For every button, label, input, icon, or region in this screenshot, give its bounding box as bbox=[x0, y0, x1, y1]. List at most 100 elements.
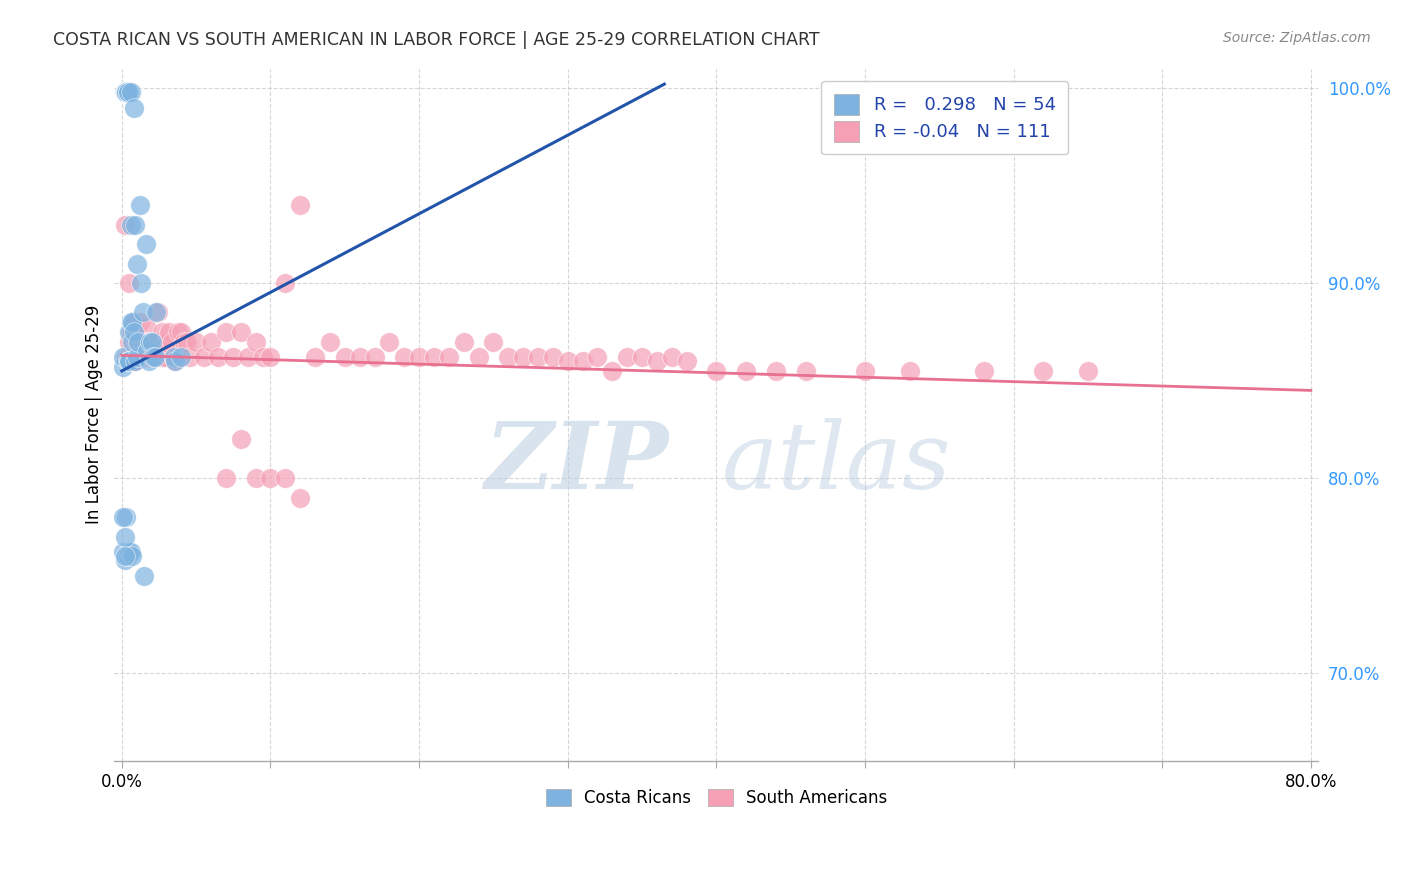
Y-axis label: In Labor Force | Age 25-29: In Labor Force | Age 25-29 bbox=[86, 305, 103, 524]
Point bbox=[600, 364, 623, 378]
Point bbox=[274, 471, 297, 485]
Point bbox=[162, 334, 184, 349]
Point bbox=[378, 334, 401, 349]
Point bbox=[134, 351, 156, 365]
Point bbox=[129, 334, 152, 349]
Point bbox=[114, 530, 136, 544]
Point bbox=[115, 351, 138, 365]
Point bbox=[118, 276, 141, 290]
Point bbox=[125, 257, 148, 271]
Point bbox=[142, 344, 165, 359]
Point bbox=[118, 325, 141, 339]
Point bbox=[122, 325, 145, 339]
Point bbox=[167, 325, 190, 339]
Point bbox=[112, 359, 135, 374]
Point bbox=[136, 344, 159, 359]
Point bbox=[120, 545, 142, 559]
Point bbox=[124, 218, 146, 232]
Point bbox=[148, 334, 170, 349]
Point bbox=[115, 85, 138, 99]
Point bbox=[134, 568, 156, 582]
Point bbox=[114, 549, 136, 564]
Point bbox=[794, 364, 817, 378]
Point bbox=[1032, 364, 1054, 378]
Point bbox=[118, 354, 141, 368]
Point bbox=[128, 198, 150, 212]
Point bbox=[122, 351, 145, 365]
Point bbox=[120, 325, 142, 339]
Point bbox=[115, 549, 138, 564]
Point bbox=[121, 334, 143, 349]
Point bbox=[541, 351, 564, 365]
Point bbox=[333, 351, 356, 365]
Point bbox=[131, 334, 153, 349]
Point bbox=[153, 351, 176, 365]
Point bbox=[482, 334, 505, 349]
Point bbox=[139, 334, 162, 349]
Point bbox=[135, 237, 157, 252]
Point bbox=[200, 334, 222, 349]
Point bbox=[155, 334, 177, 349]
Point bbox=[145, 351, 167, 365]
Point bbox=[437, 351, 460, 365]
Point bbox=[114, 85, 136, 99]
Point bbox=[131, 351, 153, 365]
Point bbox=[238, 351, 260, 365]
Point bbox=[215, 471, 238, 485]
Point bbox=[122, 101, 145, 115]
Point bbox=[128, 315, 150, 329]
Point bbox=[408, 351, 430, 365]
Point bbox=[112, 351, 135, 365]
Point bbox=[122, 325, 145, 339]
Point bbox=[349, 351, 371, 365]
Point bbox=[138, 334, 160, 349]
Point bbox=[394, 351, 416, 365]
Point bbox=[127, 334, 149, 349]
Point bbox=[149, 351, 172, 365]
Point bbox=[141, 334, 163, 349]
Point bbox=[319, 334, 342, 349]
Point bbox=[259, 351, 281, 365]
Point bbox=[127, 334, 149, 349]
Point bbox=[115, 85, 138, 99]
Text: ZIP: ZIP bbox=[484, 418, 668, 508]
Point bbox=[141, 334, 163, 349]
Point bbox=[586, 351, 609, 365]
Point bbox=[115, 85, 138, 99]
Text: Source: ZipAtlas.com: Source: ZipAtlas.com bbox=[1223, 31, 1371, 45]
Point bbox=[215, 325, 238, 339]
Point bbox=[165, 354, 187, 368]
Point bbox=[631, 351, 654, 365]
Point bbox=[117, 85, 139, 99]
Point bbox=[143, 351, 166, 365]
Point bbox=[173, 334, 195, 349]
Point bbox=[136, 334, 159, 349]
Point bbox=[134, 334, 156, 349]
Point bbox=[114, 218, 136, 232]
Point bbox=[229, 432, 252, 446]
Point bbox=[645, 354, 668, 368]
Point bbox=[112, 545, 135, 559]
Point bbox=[138, 351, 160, 365]
Point bbox=[117, 351, 139, 365]
Point bbox=[453, 334, 475, 349]
Point bbox=[145, 305, 167, 319]
Point bbox=[120, 351, 142, 365]
Point bbox=[274, 276, 297, 290]
Point bbox=[363, 351, 385, 365]
Point bbox=[121, 354, 143, 368]
Text: COSTA RICAN VS SOUTH AMERICAN IN LABOR FORCE | AGE 25-29 CORRELATION CHART: COSTA RICAN VS SOUTH AMERICAN IN LABOR F… bbox=[53, 31, 820, 49]
Point bbox=[245, 334, 267, 349]
Point bbox=[120, 315, 142, 329]
Text: atlas: atlas bbox=[723, 418, 952, 508]
Point bbox=[290, 198, 312, 212]
Point bbox=[121, 315, 143, 329]
Point bbox=[121, 549, 143, 564]
Point bbox=[222, 351, 245, 365]
Point bbox=[115, 85, 138, 99]
Point bbox=[146, 305, 169, 319]
Point bbox=[735, 364, 758, 378]
Point bbox=[229, 325, 252, 339]
Point bbox=[129, 276, 152, 290]
Point bbox=[252, 351, 274, 365]
